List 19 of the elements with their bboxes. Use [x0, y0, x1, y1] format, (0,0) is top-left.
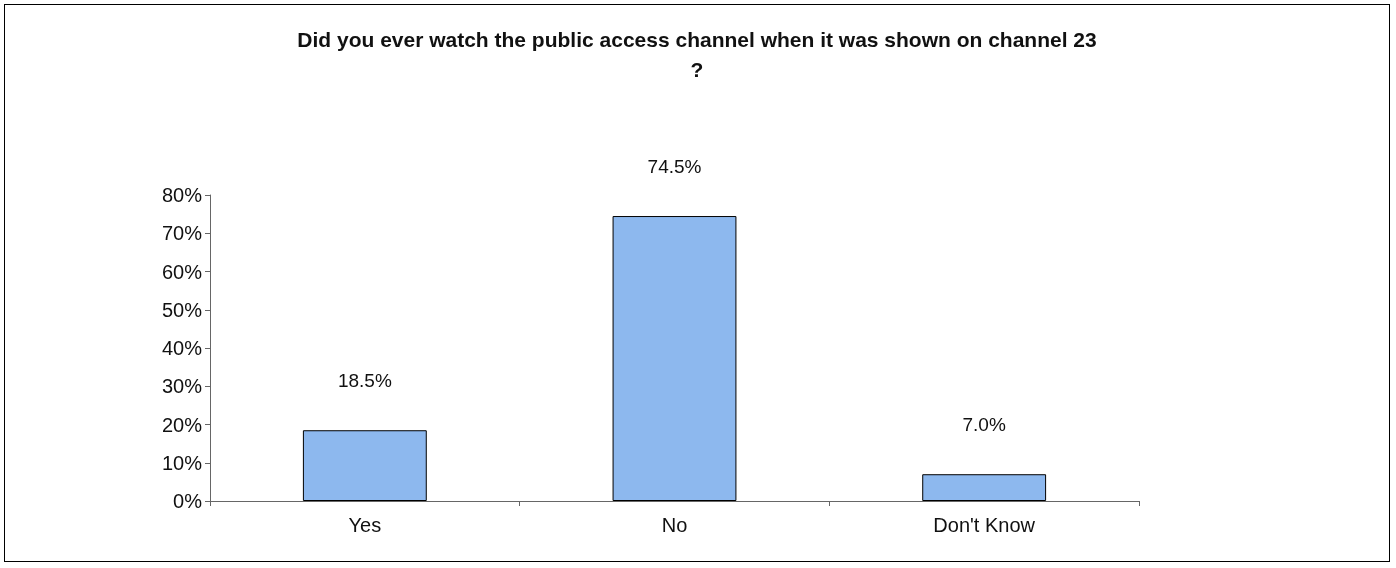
- y-tick-label: 60%: [161, 260, 203, 283]
- x-tick-label: Don't Know: [933, 514, 1036, 536]
- data-label: 7.0%: [962, 414, 1006, 436]
- y-tick-label: 30%: [161, 375, 203, 398]
- y-tick-label: 40%: [161, 337, 203, 359]
- y-tick-label: 20%: [161, 413, 203, 436]
- y-tick-label: 10%: [161, 451, 203, 474]
- y-tick-label: 70%: [161, 222, 203, 245]
- y-tick-label: 80%: [161, 184, 203, 206]
- x-tick-label: No: [661, 514, 688, 536]
- bar: [302, 430, 427, 501]
- bar: [612, 216, 737, 501]
- y-tick-label: 0%: [173, 490, 203, 512]
- bar: [922, 474, 1047, 501]
- data-label: 74.5%: [647, 156, 702, 178]
- x-tick-label: Yes: [348, 514, 382, 536]
- y-tick-label: 50%: [161, 298, 203, 321]
- chart-title: Did you ever watch the public access channel when it was shown on channel 23?: [297, 27, 1097, 81]
- data-label: 18.5%: [337, 370, 392, 392]
